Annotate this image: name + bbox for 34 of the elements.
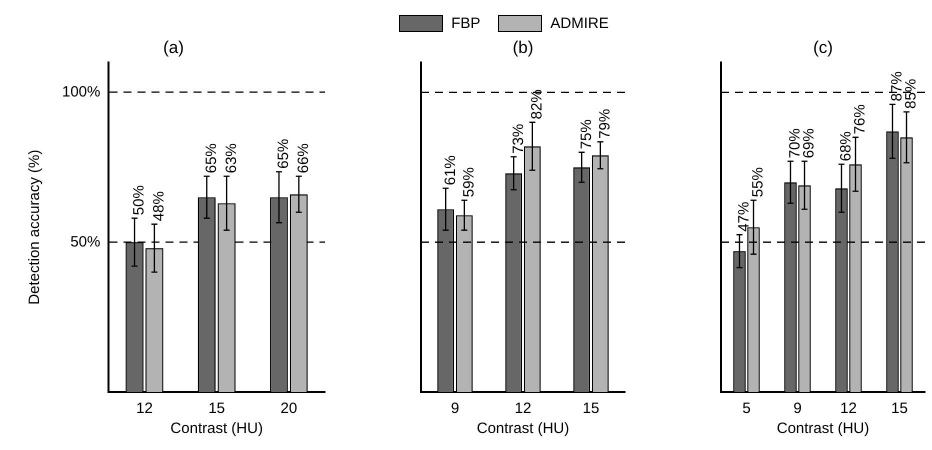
x-tick-label: 12 xyxy=(840,400,857,418)
x-tick-label: 12 xyxy=(514,400,532,418)
chart-title: (b) xyxy=(512,38,534,57)
y-axis-title: Detection accuracy (%) xyxy=(26,150,44,305)
x-tick-label: 9 xyxy=(450,400,460,418)
legend-label: FBP xyxy=(451,14,480,32)
data-label: 61% xyxy=(442,155,459,186)
data-label: 63% xyxy=(222,143,240,174)
x-tick-label: 12 xyxy=(136,400,153,418)
x-tick-label: 15 xyxy=(208,400,226,418)
data-label: 65% xyxy=(202,143,220,174)
chart-title: (c) xyxy=(813,38,833,57)
data-label: 59% xyxy=(460,167,478,198)
data-label: 55% xyxy=(750,167,767,198)
x-axis-title: Contrast (HU) xyxy=(776,420,870,438)
x-axis-title: Contrast (HU) xyxy=(170,420,263,438)
data-label: 48% xyxy=(150,191,168,222)
data-label: 47% xyxy=(736,202,753,232)
data-label: 75% xyxy=(578,119,595,150)
x-tick-label: 15 xyxy=(582,400,600,418)
x-tick-label: 5 xyxy=(742,400,751,418)
data-label: 66% xyxy=(294,143,312,174)
data-label: 65% xyxy=(275,138,292,169)
x-tick-label: 20 xyxy=(280,400,298,418)
legend-label: ADMIRE xyxy=(550,14,609,32)
data-label: 79% xyxy=(596,108,614,139)
x-tick-label: 15 xyxy=(891,400,908,418)
data-label: 50% xyxy=(130,185,148,216)
x-axis-title: Contrast (HU) xyxy=(476,420,570,438)
data-label: 73% xyxy=(510,124,527,154)
y-tick-label: 100% xyxy=(62,84,100,101)
chart-title: (a) xyxy=(163,38,184,57)
x-tick-label: 9 xyxy=(793,400,802,418)
data-label: 82% xyxy=(528,89,546,120)
